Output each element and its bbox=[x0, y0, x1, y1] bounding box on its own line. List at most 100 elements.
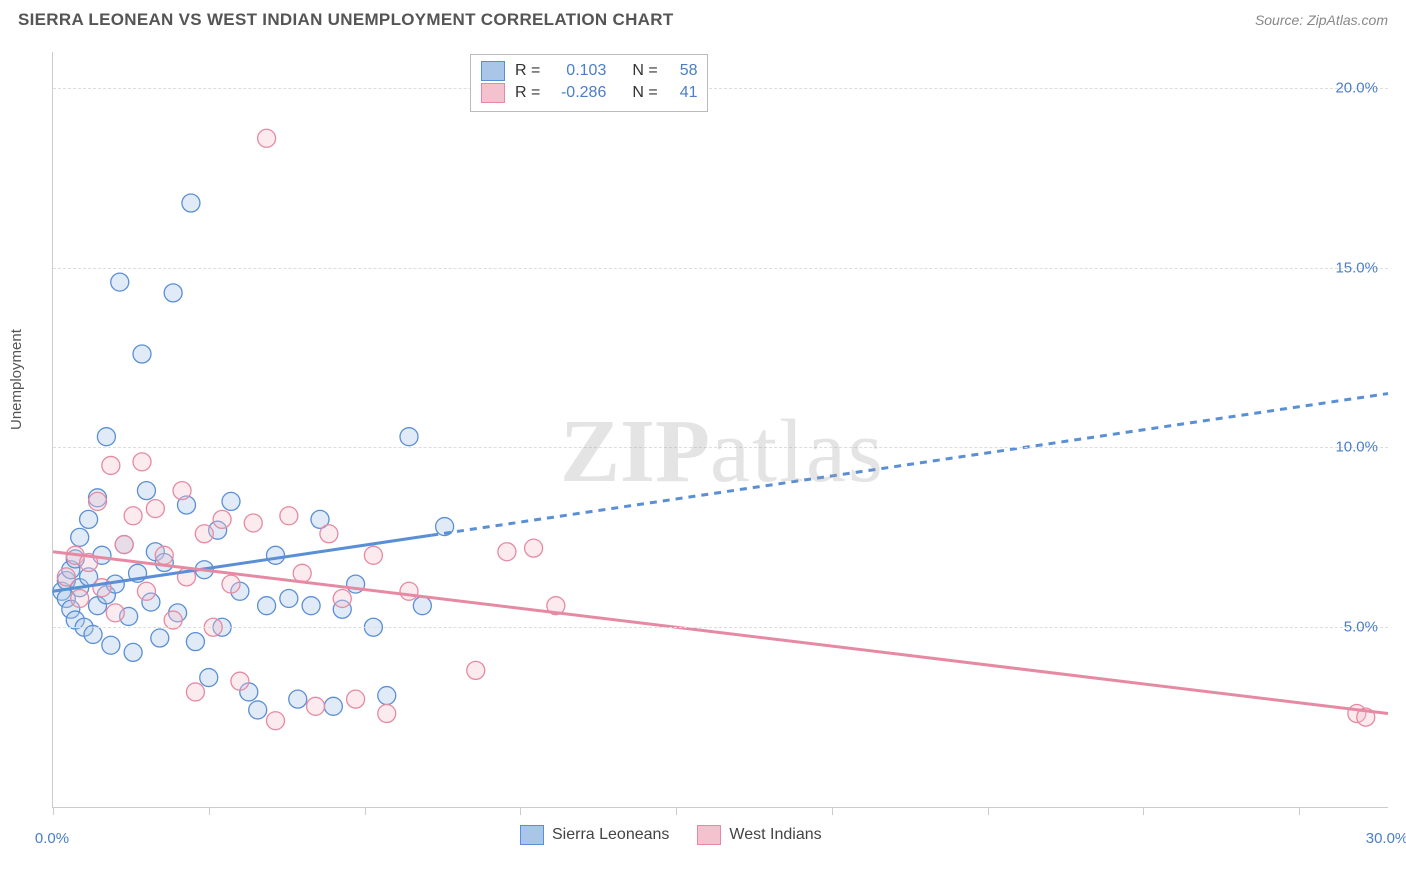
legend-swatch bbox=[481, 83, 505, 103]
data-point bbox=[400, 582, 418, 600]
legend-swatch bbox=[481, 61, 505, 81]
r-label: R = bbox=[515, 62, 540, 80]
bottom-legend: Sierra Leoneans West Indians bbox=[520, 825, 822, 845]
legend-item: West Indians bbox=[697, 825, 821, 845]
legend-swatch bbox=[520, 825, 544, 845]
y-tick-label: 20.0% bbox=[1335, 79, 1378, 96]
x-tick-label: 0.0% bbox=[35, 830, 69, 847]
data-point bbox=[267, 546, 285, 564]
x-tick bbox=[520, 807, 521, 815]
data-point bbox=[244, 514, 262, 532]
y-tick-label: 5.0% bbox=[1344, 619, 1378, 636]
data-point bbox=[71, 589, 89, 607]
gridline bbox=[53, 447, 1388, 448]
data-point bbox=[302, 597, 320, 615]
data-point bbox=[324, 697, 342, 715]
stats-row: R =0.103N =58 bbox=[481, 61, 697, 81]
data-point bbox=[186, 683, 204, 701]
data-point bbox=[307, 697, 325, 715]
data-point bbox=[525, 539, 543, 557]
data-point bbox=[115, 536, 133, 554]
data-point bbox=[222, 492, 240, 510]
x-tick bbox=[209, 807, 210, 815]
data-point bbox=[258, 129, 276, 147]
data-point bbox=[231, 672, 249, 690]
x-tick bbox=[988, 807, 989, 815]
data-point bbox=[80, 510, 98, 528]
data-point bbox=[173, 482, 191, 500]
data-point bbox=[320, 525, 338, 543]
x-tick bbox=[53, 807, 54, 815]
data-point bbox=[378, 687, 396, 705]
data-point bbox=[106, 604, 124, 622]
x-tick-label: 30.0% bbox=[1366, 830, 1406, 847]
chart-title: SIERRA LEONEAN VS WEST INDIAN UNEMPLOYME… bbox=[18, 10, 674, 30]
data-point bbox=[186, 633, 204, 651]
stats-row: R = -0.286 N = 41 bbox=[481, 83, 697, 103]
data-point bbox=[102, 456, 120, 474]
r-label: R = bbox=[515, 84, 540, 102]
data-point bbox=[200, 669, 218, 687]
data-point bbox=[293, 564, 311, 582]
data-point bbox=[124, 643, 142, 661]
data-point bbox=[195, 525, 213, 543]
data-point bbox=[280, 589, 298, 607]
data-point bbox=[151, 629, 169, 647]
legend-label: Sierra Leoneans bbox=[552, 826, 669, 844]
data-point bbox=[222, 575, 240, 593]
data-point bbox=[102, 636, 120, 654]
gridline bbox=[53, 627, 1388, 628]
y-axis-label: Unemployment bbox=[8, 329, 25, 430]
data-point bbox=[124, 507, 142, 525]
data-point bbox=[164, 284, 182, 302]
data-point bbox=[249, 701, 267, 719]
data-point bbox=[333, 589, 351, 607]
data-point bbox=[93, 579, 111, 597]
plot-area: 5.0% 10.0% 15.0% 20.0% bbox=[52, 52, 1388, 808]
data-point bbox=[347, 690, 365, 708]
data-point bbox=[400, 428, 418, 446]
x-tick bbox=[365, 807, 366, 815]
data-point bbox=[467, 661, 485, 679]
data-point bbox=[111, 273, 129, 291]
data-point bbox=[89, 492, 107, 510]
y-tick-label: 15.0% bbox=[1335, 259, 1378, 276]
r-value: -0.286 bbox=[548, 84, 606, 102]
gridline bbox=[53, 88, 1388, 89]
gridline bbox=[53, 268, 1388, 269]
data-point bbox=[57, 568, 75, 586]
r-value: 0.103 bbox=[548, 62, 606, 80]
source-label: Source: ZipAtlas.com bbox=[1255, 12, 1388, 28]
n-label: N = bbox=[632, 62, 657, 80]
legend-item: Sierra Leoneans bbox=[520, 825, 669, 845]
y-tick-label: 10.0% bbox=[1335, 439, 1378, 456]
data-point bbox=[413, 597, 431, 615]
data-point bbox=[133, 453, 151, 471]
x-tick bbox=[832, 807, 833, 815]
data-point bbox=[71, 528, 89, 546]
header: SIERRA LEONEAN VS WEST INDIAN UNEMPLOYME… bbox=[0, 0, 1406, 40]
data-point bbox=[258, 597, 276, 615]
data-point bbox=[289, 690, 307, 708]
data-point bbox=[137, 482, 155, 500]
regression-line-dashed bbox=[431, 394, 1388, 536]
data-point bbox=[133, 345, 151, 363]
x-tick bbox=[676, 807, 677, 815]
legend-label: West Indians bbox=[729, 826, 821, 844]
data-point bbox=[97, 428, 115, 446]
chart-svg bbox=[53, 52, 1388, 807]
data-point bbox=[267, 712, 285, 730]
n-value: 41 bbox=[680, 84, 698, 102]
data-point bbox=[146, 500, 164, 518]
data-point bbox=[137, 582, 155, 600]
data-point bbox=[378, 705, 396, 723]
data-point bbox=[364, 546, 382, 564]
data-point bbox=[213, 510, 231, 528]
x-tick bbox=[1143, 807, 1144, 815]
x-tick bbox=[1299, 807, 1300, 815]
n-label: N = bbox=[632, 84, 657, 102]
legend-swatch bbox=[697, 825, 721, 845]
data-point bbox=[280, 507, 298, 525]
data-point bbox=[498, 543, 516, 561]
data-point bbox=[155, 546, 173, 564]
